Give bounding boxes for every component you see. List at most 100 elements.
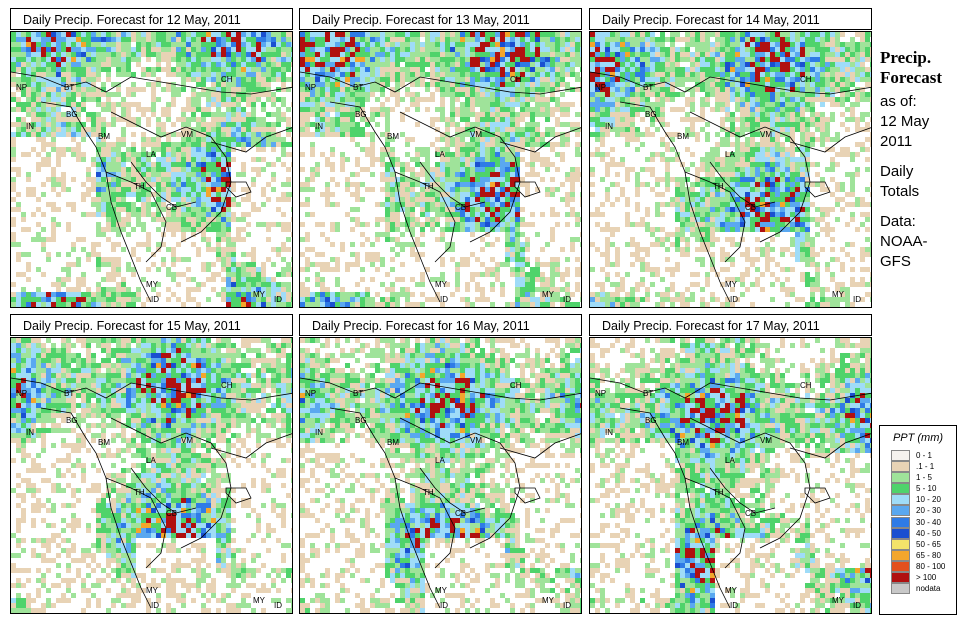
country-label: CH [510, 75, 522, 84]
daily-line2: Totals [880, 183, 920, 200]
legend-label: 10 - 20 [916, 495, 941, 505]
country-label: BG [66, 110, 78, 119]
country-label: NP [595, 389, 606, 398]
legend-label: 5 - 10 [916, 484, 937, 494]
precip-map: CH NP BT IN BG BM VM LA TH CB MY ID MY ID [589, 337, 872, 614]
asof-line3: 2011 [880, 133, 913, 150]
country-label: TH [713, 182, 724, 191]
country-label: BM [677, 132, 689, 141]
country-label: MY [725, 586, 738, 595]
legend-item: > 100 [880, 572, 956, 584]
country-label: CH [800, 75, 812, 84]
country-label: BM [387, 132, 399, 141]
country-label: CB [745, 203, 756, 212]
data-line3: GFS [880, 253, 911, 270]
legend-label: 1 - 5 [916, 473, 933, 483]
country-label: ID [563, 601, 571, 610]
country-label: CB [455, 203, 466, 212]
country-label: TH [423, 488, 434, 497]
legend-label: > 100 [916, 573, 937, 583]
country-label: BM [98, 132, 110, 141]
legend-swatch [891, 450, 910, 461]
country-label: CB [166, 509, 177, 518]
precip-field: CH NP BT IN BG BM VM LA TH CB MY ID MY ID [590, 32, 871, 307]
forecast-panel-2: Daily Precip. Forecast for 13 May, 2011 … [299, 8, 582, 308]
legend-item: 20 - 30 [880, 505, 956, 517]
country-label: BT [64, 389, 74, 398]
country-label: VM [760, 436, 772, 445]
country-label: VM [470, 130, 482, 139]
country-label: ID [853, 295, 861, 304]
legend-label: nodata [916, 584, 941, 594]
forecast-panel-4: Daily Precip. Forecast for 15 May, 2011 … [10, 314, 293, 614]
country-label: LA [435, 150, 445, 159]
legend-item: 65 - 80 [880, 549, 956, 561]
legend-label: 65 - 80 [916, 550, 941, 560]
sidebar-title-line2: Forecast [880, 68, 942, 87]
precip-map: CH NP BT IN BG BM VM LA TH CB MY ID MY ID [299, 31, 582, 308]
country-label: CB [745, 509, 756, 518]
country-label: LA [146, 456, 156, 465]
panel-title: Daily Precip. Forecast for 17 May, 2011 [589, 314, 872, 336]
country-label: ID [853, 601, 861, 610]
country-label: BT [64, 83, 74, 92]
legend-swatch [891, 583, 910, 595]
country-label: BT [353, 389, 363, 398]
legend-label: 50 - 65 [916, 539, 941, 549]
country-label: MY [542, 290, 555, 299]
legend-item: 80 - 100 [880, 560, 956, 572]
legend-item: 50 - 65 [880, 538, 956, 550]
country-label: IN [605, 428, 613, 437]
country-label: MY [435, 280, 448, 289]
country-label: NP [16, 389, 27, 398]
panel-title: Daily Precip. Forecast for 13 May, 2011 [299, 8, 582, 30]
precip-field: CH NP BT IN BG BM VM LA TH CB MY ID MY ID [300, 32, 581, 307]
panel-title: Daily Precip. Forecast for 12 May, 2011 [10, 8, 293, 30]
country-label: BM [387, 438, 399, 447]
legend-title: PPT (mm) [892, 432, 944, 444]
precip-map: CH NP BT IN BG BM VM LA TH CB MY ID MY ID [10, 337, 293, 614]
country-label: MY [832, 290, 845, 299]
country-label: IN [315, 122, 323, 131]
country-label: ID [730, 295, 738, 304]
sidebar-info: Precip. Forecast as of: 12 May 2011 Dail… [880, 48, 942, 272]
country-label: VM [181, 436, 193, 445]
country-label: BG [355, 416, 367, 425]
country-label: ID [274, 601, 282, 610]
country-label: TH [134, 488, 145, 497]
legend-label: 40 - 50 [916, 528, 941, 538]
country-label: IN [315, 428, 323, 437]
country-label: MY [146, 586, 159, 595]
precip-field: CH NP BT IN BG BM VM LA TH CB MY ID MY ID [590, 338, 871, 613]
country-label: TH [134, 182, 145, 191]
country-label: IN [26, 428, 34, 437]
country-label: ID [274, 295, 282, 304]
legend-swatch [891, 472, 910, 484]
country-label: BT [353, 83, 363, 92]
country-label: LA [725, 150, 735, 159]
legend-item: 10 - 20 [880, 494, 956, 506]
forecast-panel-5: Daily Precip. Forecast for 16 May, 2011 … [299, 314, 582, 614]
legend-label: 20 - 30 [916, 506, 941, 516]
legend-swatch [891, 483, 910, 495]
asof-line2: 12 May [880, 113, 930, 130]
country-label: ID [440, 295, 448, 304]
sidebar-title-line1: Precip. [880, 48, 932, 67]
legend-item: 30 - 40 [880, 516, 956, 528]
forecast-panel-1: Daily Precip. Forecast for 12 May, 2011 … [10, 8, 293, 308]
country-label: ID [730, 601, 738, 610]
country-label: VM [470, 436, 482, 445]
precip-field: CH NP BT IN BG BM VM LA TH CB MY ID MY ID [300, 338, 581, 613]
legend-label: 30 - 40 [916, 517, 941, 527]
legend-item: .1 - 1 [880, 461, 956, 473]
panel-title: Daily Precip. Forecast for 15 May, 2011 [10, 314, 293, 336]
legend-swatch [891, 549, 910, 561]
country-label: CH [510, 381, 522, 390]
country-label: MY [725, 280, 738, 289]
legend-item: 5 - 10 [880, 483, 956, 495]
legend-swatch [891, 516, 910, 528]
legend-swatch [891, 560, 910, 572]
country-label: MY [542, 596, 555, 605]
country-label: NP [305, 389, 316, 398]
